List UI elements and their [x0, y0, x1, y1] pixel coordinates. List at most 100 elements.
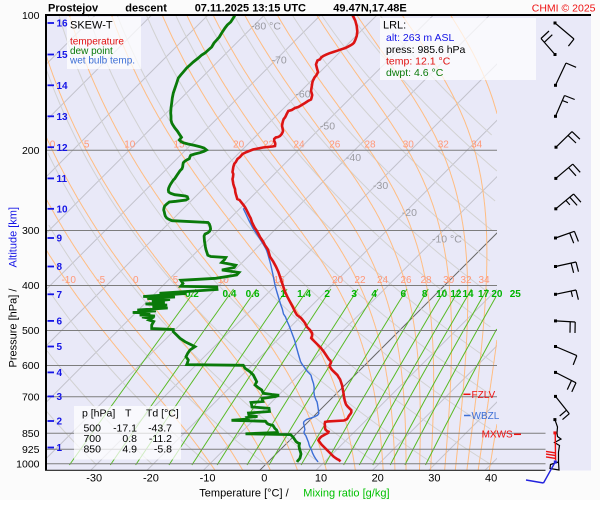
svg-text:6: 6	[57, 317, 63, 328]
svg-text:-10: -10	[200, 472, 216, 484]
svg-text:32: 32	[438, 140, 450, 151]
svg-text:500: 500	[83, 422, 101, 434]
svg-text:-80 °C: -80 °C	[251, 21, 281, 33]
svg-text:30: 30	[443, 275, 455, 286]
svg-text:-60: -60	[295, 89, 310, 101]
svg-text:15: 15	[57, 50, 69, 61]
svg-text:850: 850	[22, 428, 40, 440]
svg-text:0.2: 0.2	[185, 289, 199, 300]
svg-text:-17.1: -17.1	[113, 422, 137, 434]
svg-text:Mixing ratio [g/kg]: Mixing ratio [g/kg]	[303, 488, 389, 500]
svg-text:22: 22	[354, 275, 366, 286]
svg-text:MXWS: MXWS	[482, 430, 513, 441]
svg-text:34: 34	[471, 140, 483, 151]
svg-text:3: 3	[57, 392, 63, 403]
svg-text:26: 26	[329, 140, 341, 151]
svg-text:Temperature [°C] /: Temperature [°C] /	[199, 488, 289, 500]
svg-text:14: 14	[462, 289, 474, 300]
svg-text:07.11.2025 13:15 UTC: 07.11.2025 13:15 UTC	[195, 3, 306, 15]
svg-text:5: 5	[173, 275, 179, 286]
svg-text:LRL:: LRL:	[383, 19, 406, 31]
svg-text:200: 200	[22, 145, 40, 157]
svg-text:alt: 263 m ASL: alt: 263 m ASL	[386, 32, 454, 44]
svg-text:20: 20	[233, 140, 245, 151]
svg-text:press: 985.6 hPa: press: 985.6 hPa	[386, 44, 466, 56]
svg-text:-30: -30	[86, 472, 102, 484]
svg-text:1000: 1000	[16, 458, 40, 470]
svg-text:30: 30	[428, 472, 440, 484]
svg-text:400: 400	[22, 280, 40, 292]
svg-text:-10: -10	[61, 275, 76, 286]
svg-text:24: 24	[377, 275, 389, 286]
svg-text:25: 25	[510, 289, 522, 300]
svg-text:-43.7: -43.7	[148, 422, 172, 434]
svg-text:2: 2	[57, 417, 63, 428]
svg-text:-5: -5	[96, 275, 105, 286]
svg-text:6: 6	[401, 289, 407, 300]
svg-text:16: 16	[57, 19, 69, 30]
svg-text:22: 22	[263, 140, 275, 151]
svg-text:300: 300	[22, 225, 40, 237]
svg-text:1: 1	[280, 289, 286, 300]
svg-text:17: 17	[478, 289, 490, 300]
svg-text:CHMI © 2025: CHMI © 2025	[532, 3, 596, 15]
svg-text:20: 20	[372, 472, 384, 484]
svg-text:-5.8: -5.8	[154, 443, 172, 455]
svg-text:10: 10	[57, 204, 69, 215]
svg-text:700: 700	[83, 433, 101, 445]
svg-text:FZLV: FZLV	[472, 390, 496, 401]
svg-text:0: 0	[133, 275, 139, 286]
svg-text:28: 28	[420, 275, 432, 286]
svg-text:4.9: 4.9	[122, 443, 137, 455]
svg-text:15: 15	[273, 275, 285, 286]
svg-text:dew point: dew point	[70, 46, 113, 57]
svg-text:p [hPa]: p [hPa]	[82, 407, 115, 419]
svg-text:-70: -70	[272, 55, 287, 67]
svg-text:0.8: 0.8	[122, 433, 137, 445]
svg-text:0.6: 0.6	[246, 289, 260, 300]
svg-text:0.4: 0.4	[223, 289, 237, 300]
svg-text:10: 10	[124, 140, 136, 151]
svg-text:T: T	[125, 407, 132, 419]
svg-text:4: 4	[57, 368, 63, 379]
svg-text:3: 3	[351, 289, 357, 300]
svg-text:wet bulb temp.: wet bulb temp.	[69, 56, 135, 67]
svg-text:10: 10	[315, 472, 327, 484]
svg-text:1.4: 1.4	[297, 289, 311, 300]
svg-text:8: 8	[57, 262, 63, 273]
svg-text:40: 40	[485, 472, 497, 484]
svg-text:temperature: temperature	[70, 37, 124, 48]
svg-text:5: 5	[84, 140, 90, 151]
svg-text:2: 2	[324, 289, 330, 300]
svg-text:32: 32	[460, 275, 472, 286]
svg-text:4: 4	[371, 289, 377, 300]
svg-text:WBZL: WBZL	[472, 411, 500, 422]
svg-text:8: 8	[422, 289, 428, 300]
svg-text:7: 7	[57, 290, 63, 301]
svg-text:Prostejov: Prostejov	[48, 3, 99, 15]
svg-text:Td [°C]: Td [°C]	[146, 407, 179, 419]
svg-text:13: 13	[57, 112, 69, 123]
svg-text:100: 100	[22, 10, 40, 22]
svg-text:14: 14	[57, 81, 69, 92]
svg-text:-20: -20	[143, 472, 159, 484]
svg-text:Pressure [hPa] /: Pressure [hPa] /	[8, 288, 20, 368]
svg-text:700: 700	[22, 392, 40, 404]
svg-text:-50: -50	[320, 121, 335, 133]
svg-text:49.47N,17.48E: 49.47N,17.48E	[333, 3, 406, 15]
svg-text:9: 9	[57, 234, 63, 245]
svg-text:1: 1	[57, 443, 63, 454]
svg-text:dwpt: 4.6 °C: dwpt: 4.6 °C	[386, 67, 444, 79]
svg-text:12: 12	[450, 289, 462, 300]
svg-text:descent: descent	[125, 3, 167, 15]
svg-text:-40: -40	[346, 152, 361, 164]
svg-text:600: 600	[22, 360, 40, 372]
svg-text:-20: -20	[402, 207, 417, 219]
svg-text:26: 26	[400, 275, 412, 286]
svg-text:28: 28	[364, 140, 376, 151]
svg-text:-11.2: -11.2	[149, 433, 172, 445]
svg-text:12: 12	[57, 143, 69, 154]
svg-text:11: 11	[57, 174, 68, 185]
svg-text:34: 34	[478, 275, 490, 286]
svg-text:925: 925	[22, 444, 40, 456]
